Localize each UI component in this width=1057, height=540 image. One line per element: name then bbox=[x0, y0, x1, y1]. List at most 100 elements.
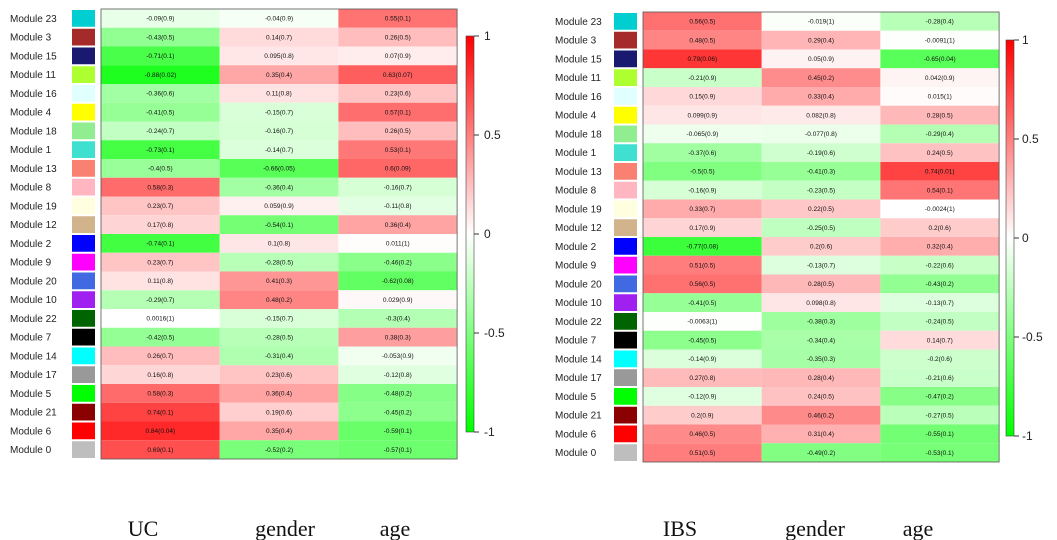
uc-row-label: Module 8 bbox=[10, 183, 52, 194]
ibs-cell-label: -0.13(0.7) bbox=[926, 300, 954, 307]
ibs-cell-label: -0.28(0.4) bbox=[926, 19, 954, 26]
ibs-cell-label: -0.22(0.6) bbox=[926, 262, 954, 269]
uc-row-label: Module 10 bbox=[10, 295, 57, 306]
ibs-row-label: Module 8 bbox=[555, 186, 597, 197]
ibs-cell-label: -0.27(0.5) bbox=[926, 412, 954, 419]
uc-row-label: Module 15 bbox=[10, 51, 57, 62]
uc-cell-label: -0.04(0.9) bbox=[265, 16, 293, 23]
ibs-row-label: Module 2 bbox=[555, 242, 597, 253]
uc-cell-label: 0.26(0.5) bbox=[385, 128, 411, 135]
uc-module-swatch bbox=[72, 310, 95, 327]
ibs-cell-label: 0.082(0.8) bbox=[806, 112, 836, 119]
uc-cell-label: -0.36(0.4) bbox=[265, 184, 293, 191]
uc-heatmap-cell bbox=[101, 102, 220, 122]
ibs-heatmap-cell bbox=[643, 330, 762, 350]
ibs-cell-label: 0.24(0.5) bbox=[808, 394, 834, 401]
ibs-module-swatch bbox=[614, 69, 637, 86]
ibs-cell-label: 0.2(0.9) bbox=[691, 412, 713, 419]
uc-cell-label: 0.84(0.04) bbox=[146, 428, 176, 435]
ibs-cell-label: 0.2(0.6) bbox=[929, 225, 951, 232]
ibs-colorbar-tick-label: 1 bbox=[1022, 33, 1029, 47]
uc-heatmap-cell bbox=[338, 177, 458, 197]
uc-cell-label: 0.16(0.8) bbox=[147, 372, 173, 379]
uc-cell-label: 0.23(0.7) bbox=[147, 259, 173, 266]
ibs-heatmap-cell bbox=[643, 87, 762, 106]
uc-heatmap-cell bbox=[338, 84, 458, 103]
ibs-heatmap-cell bbox=[643, 405, 762, 425]
ibs-row-label: Module 16 bbox=[555, 92, 602, 103]
ibs-heatmap-cell bbox=[761, 368, 881, 387]
uc-heatmap-cell bbox=[101, 177, 220, 197]
ibs-heatmap-cell bbox=[761, 143, 881, 162]
ibs-module-swatch bbox=[614, 313, 637, 330]
ibs-module-swatch bbox=[614, 444, 637, 461]
ibs-heatmap-cell bbox=[880, 274, 1000, 294]
uc-cell-label: 0.23(0.6) bbox=[385, 91, 411, 98]
uc-cell-label: -0.66(0.05) bbox=[263, 166, 295, 173]
ibs-heatmap-cell bbox=[643, 443, 762, 462]
ibs-module-swatch bbox=[614, 294, 637, 311]
uc-heatmap-cell bbox=[219, 365, 339, 384]
ibs-heatmap-cell bbox=[761, 30, 881, 50]
uc-heatmap-cell bbox=[101, 84, 220, 103]
ibs-heatmap-cell bbox=[761, 405, 881, 425]
ibs-row-label: Module 22 bbox=[555, 317, 602, 328]
ibs-cell-label: 0.099(0.9) bbox=[688, 112, 718, 119]
uc-cell-label: -0.71(0.1) bbox=[146, 53, 174, 60]
uc-cell-label: 0.23(0.7) bbox=[147, 203, 173, 210]
uc-row-label: Module 7 bbox=[10, 333, 52, 344]
ibs-colorbar bbox=[1005, 39, 1015, 437]
uc-row-label: Module 18 bbox=[10, 126, 57, 137]
uc-cell-label: -0.57(0.1) bbox=[384, 447, 412, 454]
ibs-cell-label: -0.23(0.5) bbox=[807, 187, 835, 194]
ibs-heatmap-cell bbox=[880, 49, 1000, 69]
ibs-cell-label: 0.32(0.4) bbox=[927, 244, 953, 251]
ibs-cell-label: 0.14(0.7) bbox=[927, 337, 953, 344]
uc-colorbar-tick-label: -0.5 bbox=[484, 326, 505, 340]
uc-cell-label: 0.07(0.9) bbox=[385, 53, 411, 60]
ibs-heatmap-cell bbox=[761, 255, 881, 275]
uc-heatmap-cell bbox=[101, 327, 220, 347]
uc-cell-label: -0.36(0.6) bbox=[146, 91, 174, 98]
ibs-row-label: Module 15 bbox=[555, 54, 602, 65]
ibs-cell-label: 0.74(0.01) bbox=[925, 169, 955, 176]
ibs-heatmap-cell bbox=[880, 12, 1000, 31]
ibs-heatmap-cell bbox=[643, 143, 762, 162]
ibs-heatmap-cell bbox=[880, 424, 1000, 444]
ibs-row-label: Module 10 bbox=[555, 298, 602, 309]
ibs-heatmap-cell bbox=[761, 274, 881, 294]
uc-heatmap-cell bbox=[219, 421, 339, 441]
uc-cell-label: -0.54(0.1) bbox=[265, 222, 293, 229]
uc-cell-label: 0.38(0.3) bbox=[385, 334, 411, 341]
uc-heatmap-cell bbox=[219, 384, 339, 403]
uc-cell-label: -0.48(0.2) bbox=[384, 391, 412, 398]
ibs-cell-label: 0.31(0.4) bbox=[808, 431, 834, 438]
ibs-cell-label: -0.41(0.3) bbox=[807, 169, 835, 176]
ibs-heatmap-cell bbox=[880, 68, 1000, 87]
ibs-module-swatch bbox=[614, 219, 637, 236]
uc-heatmap-cell bbox=[219, 65, 339, 84]
uc-heatmap-cell bbox=[219, 84, 339, 103]
uc-row-label: Module 0 bbox=[10, 445, 52, 456]
ibs-heatmap-cell bbox=[643, 162, 762, 181]
uc-row-label: Module 5 bbox=[10, 389, 52, 400]
uc-cell-label: 0.48(0.2) bbox=[266, 297, 292, 304]
uc-cell-label: -0.3(0.4) bbox=[385, 316, 410, 323]
ibs-heatmap-cell bbox=[761, 293, 881, 312]
ibs-cell-label: -0.55(0.1) bbox=[926, 431, 954, 438]
uc-heatmap-cell bbox=[219, 252, 339, 272]
uc-heatmap-cell bbox=[338, 365, 458, 384]
ibs-row-label: Module 20 bbox=[555, 279, 602, 290]
uc-heatmap-cell bbox=[219, 440, 339, 459]
ibs-row-label: Module 14 bbox=[555, 354, 602, 365]
ibs-cell-label: -0.65(0.04) bbox=[924, 56, 956, 63]
ibs-cell-label: 0.48(0.5) bbox=[689, 37, 715, 44]
uc-heatmap-cell bbox=[338, 234, 458, 253]
ibs-column-label: age bbox=[903, 516, 934, 540]
uc-cell-label: 0.26(0.7) bbox=[147, 353, 173, 360]
ibs-heatmap-cell bbox=[880, 162, 1000, 181]
uc-module-swatch bbox=[72, 141, 95, 158]
uc-heatmap-cell bbox=[219, 159, 339, 178]
uc-heatmap-cell bbox=[338, 384, 458, 403]
